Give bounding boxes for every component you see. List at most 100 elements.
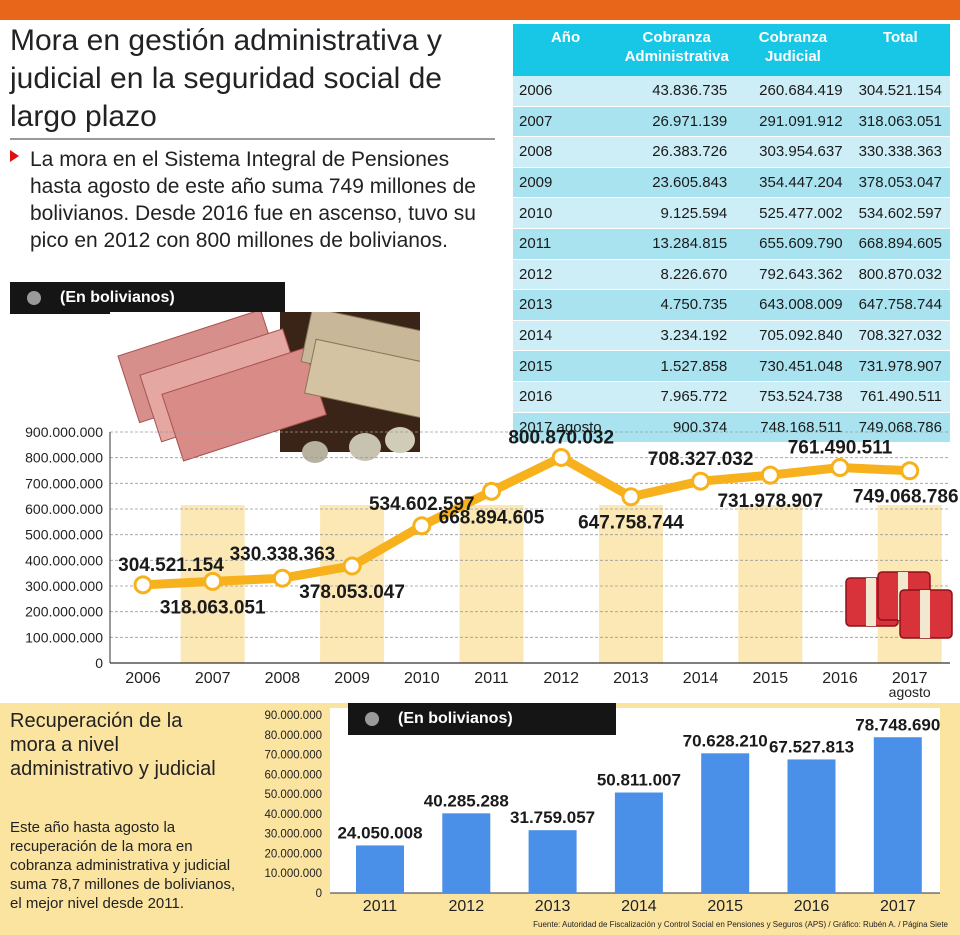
y-tick-label: 20.000.000 bbox=[264, 848, 322, 860]
page-title: Mora en gestión administrativa y judicia… bbox=[10, 24, 442, 133]
mora-line-chart: 0 100.000.000 200.000.000 300.000.000 400.00… bbox=[25, 424, 958, 700]
data-point bbox=[900, 461, 920, 481]
cell-total: 668.894.605 bbox=[850, 228, 950, 260]
series-line bbox=[138, 452, 915, 590]
data-point bbox=[482, 481, 501, 501]
data-table: Año Cobranza Administrativa Cobranza Jud… bbox=[513, 24, 950, 444]
recovery-bar-chart: 0 10.000.000 20.000.000 30.000.000 40.000.00… bbox=[264, 708, 940, 915]
bar bbox=[442, 813, 491, 893]
x-tick-label: 2015 bbox=[753, 670, 789, 687]
table-row: 2014 3.234.192 705.092.840 708.327.032 bbox=[513, 320, 950, 352]
cell-judicial: 753.524.738 bbox=[735, 381, 851, 413]
cell-year: 2016 bbox=[513, 381, 619, 413]
x-tick-label: 2008 bbox=[265, 670, 301, 687]
y-tick-label: 50.000.000 bbox=[264, 789, 322, 801]
y-tick-label: 0 bbox=[316, 888, 322, 900]
y-tick-label: 200.000.000 bbox=[25, 604, 103, 620]
cell-year: 2013 bbox=[513, 289, 619, 321]
cell-year: 2006 bbox=[513, 76, 619, 107]
table-row: 2016 7.965.772 753.524.738 761.490.511 bbox=[513, 381, 950, 413]
data-label: 304.521.154 bbox=[118, 555, 224, 576]
x-tick-label: 2013 bbox=[613, 670, 649, 687]
cell-year: 2011 bbox=[513, 228, 619, 260]
data-label: 668.894.605 bbox=[439, 507, 545, 528]
bullet-dot-icon bbox=[27, 291, 41, 305]
y-tick-label: 100.000.000 bbox=[25, 629, 103, 645]
x-tick-label: 2016 bbox=[794, 898, 830, 915]
y-tick-label: 300.000.000 bbox=[25, 578, 103, 594]
data-point bbox=[551, 447, 571, 467]
table-row: 2006 43.836.735 260.684.419 304.521.154 bbox=[513, 76, 950, 107]
cell-year: 2009 bbox=[513, 167, 619, 199]
banknote-band bbox=[920, 590, 930, 638]
header-total: Total bbox=[850, 24, 950, 76]
table-row: 2011 13.284.815 655.609.790 668.894.605 bbox=[513, 228, 950, 260]
cell-total: 647.758.744 bbox=[850, 289, 950, 321]
data-label: 534.602.597 bbox=[369, 494, 475, 515]
unit-label-text: (En bolivianos) bbox=[398, 710, 513, 727]
x-tick-label: 2012 bbox=[449, 898, 485, 915]
cell-admin: 26.383.726 bbox=[618, 136, 736, 168]
cell-total: 534.602.597 bbox=[850, 197, 950, 229]
unit-label-line-chart: (En bolivianos) bbox=[10, 282, 285, 314]
cell-year: 2015 bbox=[513, 350, 619, 382]
cell-admin: 23.605.843 bbox=[618, 167, 736, 199]
column-band bbox=[598, 505, 663, 663]
x-tick-label: 2014 bbox=[683, 670, 719, 687]
header-admin: Cobranza Administrativa bbox=[618, 24, 736, 76]
bar bbox=[873, 737, 922, 893]
cell-admin: 3.234.192 bbox=[618, 320, 736, 352]
bar-value-label: 78.748.690 bbox=[855, 715, 940, 734]
data-label: 647.758.744 bbox=[578, 513, 684, 534]
data-point bbox=[272, 568, 292, 588]
bar-value-label: 31.759.057 bbox=[510, 808, 595, 827]
y-tick-label: 800.000.000 bbox=[25, 450, 103, 466]
y-tick-label: 0 bbox=[95, 655, 103, 671]
data-point bbox=[133, 575, 153, 595]
cell-total: 378.053.047 bbox=[850, 167, 950, 199]
x-tick-label: 2011 bbox=[474, 670, 509, 687]
y-tick-label: 70.000.000 bbox=[264, 750, 322, 762]
cell-year: 2008 bbox=[513, 136, 619, 168]
cell-admin: 900.374 bbox=[618, 412, 736, 444]
x-tick-label: 2006 bbox=[125, 670, 161, 687]
bar bbox=[614, 792, 663, 893]
bar bbox=[701, 753, 750, 893]
data-point bbox=[412, 516, 432, 536]
data-label: 731.978.907 bbox=[717, 491, 823, 512]
x-tick-label: 2011 bbox=[363, 898, 398, 915]
x-tick-label: 2013 bbox=[535, 898, 571, 915]
cell-total: 708.327.032 bbox=[850, 320, 950, 352]
cell-admin: 13.284.815 bbox=[618, 228, 736, 260]
cell-judicial: 525.477.002 bbox=[735, 197, 851, 229]
cell-admin: 43.836.735 bbox=[618, 76, 736, 107]
y-tick-label: 40.000.000 bbox=[264, 809, 322, 821]
column-band bbox=[738, 505, 803, 663]
data-point bbox=[342, 556, 362, 576]
source-note: Fuente: Autoridad de Fiscalización y Con… bbox=[533, 920, 948, 929]
bar-value-label: 70.628.210 bbox=[683, 731, 768, 750]
cell-admin: 26.971.139 bbox=[618, 106, 736, 138]
y-tick-label: 500.000.000 bbox=[25, 527, 103, 543]
y-tick-label: 10.000.000 bbox=[264, 868, 322, 880]
y-tick-label: 400.000.000 bbox=[25, 552, 103, 568]
y-tick-label: 80.000.000 bbox=[264, 730, 322, 742]
bar-value-label: 40.285.288 bbox=[424, 791, 509, 810]
cell-total: 330.338.363 bbox=[850, 136, 950, 168]
data-point bbox=[203, 571, 223, 591]
table-row: 2017 agosto 900.374 748.168.511 749.068.786 bbox=[513, 412, 950, 444]
column-band bbox=[459, 505, 524, 663]
bar-value-label: 24.050.008 bbox=[337, 823, 422, 842]
data-point bbox=[621, 487, 641, 507]
bullet-dot-icon bbox=[365, 712, 379, 726]
cell-admin: 1.527.858 bbox=[618, 350, 736, 382]
cell-judicial: 748.168.511 bbox=[735, 412, 851, 444]
table-row: 2009 23.605.843 354.447.204 378.053.047 bbox=[513, 167, 950, 199]
data-label: 761.490.511 bbox=[788, 438, 893, 459]
x-tick-label: 2014 bbox=[621, 898, 657, 915]
data-label: 708.327.032 bbox=[648, 449, 754, 470]
header-judicial: Cobranza Judicial bbox=[735, 24, 851, 76]
cell-judicial: 354.447.204 bbox=[735, 167, 851, 199]
cell-total: 761.490.511 bbox=[850, 381, 950, 413]
table-row: 2008 26.383.726 303.954.637 330.338.363 bbox=[513, 136, 950, 168]
